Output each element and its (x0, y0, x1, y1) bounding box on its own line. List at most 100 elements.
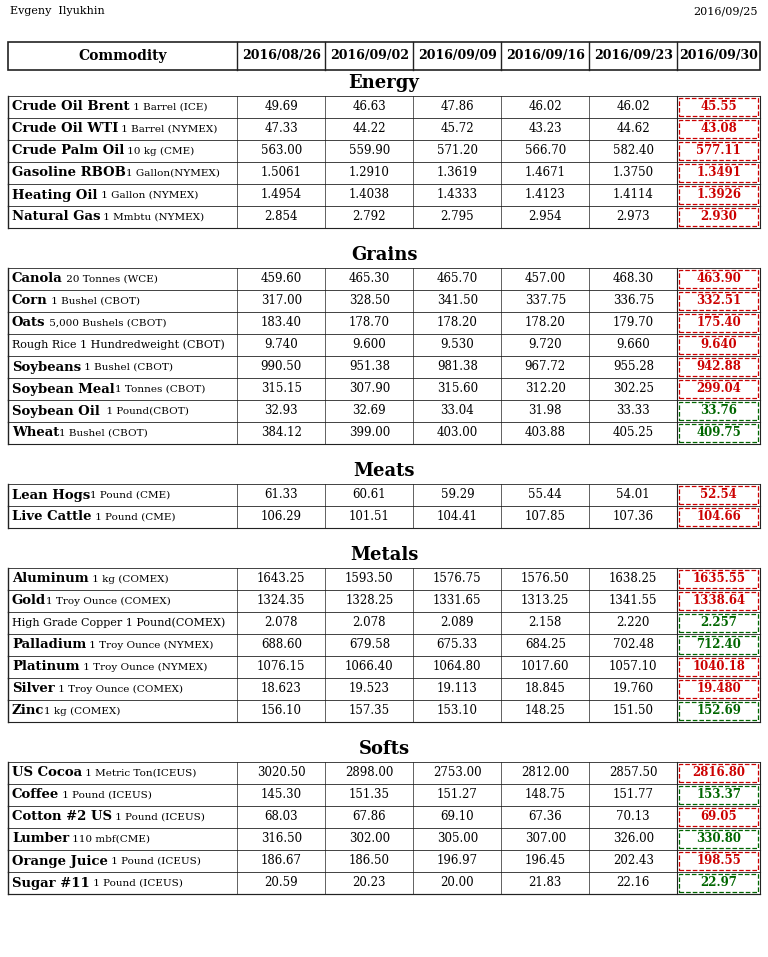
Text: 1.5061: 1.5061 (261, 167, 302, 180)
Text: 152.69: 152.69 (697, 704, 741, 718)
Text: 1338.64: 1338.64 (692, 594, 745, 608)
Text: 981.38: 981.38 (437, 361, 478, 373)
Bar (8, 784, 677, 806)
Text: Crude Oil WTI: Crude Oil WTI (12, 122, 118, 136)
Text: 341.50: 341.50 (437, 295, 478, 307)
Text: High Grade Copper 1 Pound(COMEX): High Grade Copper 1 Pound(COMEX) (12, 617, 225, 629)
Bar (8, 268, 677, 290)
Text: 104.41: 104.41 (437, 510, 478, 523)
Text: 1 Troy Ounce (NYMEX): 1 Troy Ounce (NYMEX) (80, 662, 207, 672)
Bar (679, 380, 758, 398)
Text: 18.845: 18.845 (525, 682, 566, 696)
Bar (8, 506, 677, 528)
Text: 2016/09/02: 2016/09/02 (329, 50, 409, 62)
Text: 712.40: 712.40 (697, 638, 741, 652)
Text: 69.05: 69.05 (700, 811, 737, 824)
Text: 156.10: 156.10 (261, 704, 302, 718)
Text: Lumber: Lumber (12, 833, 69, 845)
Text: 942.88: 942.88 (697, 361, 741, 373)
Text: 1.3926: 1.3926 (696, 189, 741, 202)
Text: 22.16: 22.16 (617, 877, 650, 889)
Text: Gold: Gold (12, 594, 46, 608)
Text: 409.75: 409.75 (697, 427, 741, 439)
Text: 2016/08/26: 2016/08/26 (242, 50, 321, 62)
Bar (679, 592, 758, 610)
Bar (679, 614, 758, 632)
Text: 468.30: 468.30 (613, 273, 654, 285)
Text: 675.33: 675.33 (437, 638, 478, 652)
Text: 315.60: 315.60 (437, 383, 478, 395)
Text: 1.4114: 1.4114 (613, 189, 654, 202)
Text: 1576.75: 1576.75 (433, 572, 482, 586)
Text: Sugar #11: Sugar #11 (12, 877, 90, 889)
Text: 22.97: 22.97 (700, 877, 737, 889)
Bar (679, 852, 758, 870)
Text: 684.25: 684.25 (525, 638, 566, 652)
Text: 47.33: 47.33 (264, 122, 298, 136)
Bar (8, 290, 677, 312)
Text: 60.61: 60.61 (353, 488, 386, 501)
Text: 316.50: 316.50 (261, 833, 302, 845)
Bar (679, 874, 758, 892)
Text: 1.4038: 1.4038 (349, 189, 390, 202)
Text: 2.930: 2.930 (700, 211, 737, 224)
Text: 32.93: 32.93 (264, 405, 298, 417)
Bar (8, 828, 677, 850)
Bar (679, 680, 758, 698)
Text: 1 Bushel (CBOT): 1 Bushel (CBOT) (81, 363, 173, 371)
Bar (679, 270, 758, 288)
Bar (8, 568, 677, 590)
Text: 1076.15: 1076.15 (257, 660, 306, 674)
Text: 1643.25: 1643.25 (257, 572, 306, 586)
Text: 54.01: 54.01 (617, 488, 650, 501)
Text: 110 mbf(CME): 110 mbf(CME) (69, 835, 151, 843)
Text: 2.854: 2.854 (265, 211, 298, 224)
Text: 315.15: 315.15 (261, 383, 302, 395)
Text: 69.10: 69.10 (441, 811, 474, 824)
Text: 9.600: 9.600 (353, 339, 386, 351)
Bar (679, 636, 758, 654)
Text: 1.4123: 1.4123 (525, 189, 566, 202)
Text: 198.55: 198.55 (697, 855, 741, 867)
Text: 44.62: 44.62 (617, 122, 650, 136)
Bar (679, 120, 758, 138)
Text: 52.54: 52.54 (700, 488, 737, 501)
Text: Soybean Meal: Soybean Meal (12, 383, 114, 395)
Text: 463.90: 463.90 (697, 273, 741, 285)
Text: Wheat: Wheat (12, 427, 59, 439)
Text: 1 Bushel (CBOT): 1 Bushel (CBOT) (48, 297, 140, 305)
Text: 1.2910: 1.2910 (349, 167, 390, 180)
Text: Grains: Grains (351, 246, 417, 264)
Text: 330.80: 330.80 (696, 833, 741, 845)
Text: 1057.10: 1057.10 (609, 660, 657, 674)
Bar (679, 830, 758, 848)
Bar (8, 312, 677, 334)
Text: 179.70: 179.70 (613, 317, 654, 329)
Text: 1 Metric Ton(ICEUS): 1 Metric Ton(ICEUS) (82, 768, 197, 777)
Text: 1 kg (COMEX): 1 kg (COMEX) (45, 706, 121, 716)
Text: Live Cattle: Live Cattle (12, 510, 91, 523)
Text: 1 Pound (ICEUS): 1 Pound (ICEUS) (90, 879, 183, 887)
Text: Gasoline RBOB: Gasoline RBOB (12, 167, 126, 180)
Text: 68.03: 68.03 (264, 811, 298, 824)
Text: 1341.55: 1341.55 (609, 594, 657, 608)
Text: 299.04: 299.04 (697, 383, 741, 395)
Text: 20.59: 20.59 (264, 877, 298, 889)
Text: 951.38: 951.38 (349, 361, 390, 373)
Text: 336.75: 336.75 (613, 295, 654, 307)
Bar (679, 702, 758, 720)
Text: 1017.60: 1017.60 (521, 660, 570, 674)
Text: 1 Troy Ounce (NYMEX): 1 Troy Ounce (NYMEX) (86, 640, 214, 650)
Text: 9.640: 9.640 (700, 339, 737, 351)
Text: 9.740: 9.740 (264, 339, 298, 351)
Bar (679, 424, 758, 442)
Bar (8, 678, 677, 700)
Text: Heating Oil: Heating Oil (12, 189, 98, 202)
Text: US Cocoa: US Cocoa (12, 767, 82, 780)
Text: 5,000 Bushels (CBOT): 5,000 Bushels (CBOT) (45, 319, 166, 327)
Text: 459.60: 459.60 (260, 273, 302, 285)
Bar (679, 336, 758, 354)
Text: 2.220: 2.220 (617, 616, 650, 630)
Text: 1 Barrel (NYMEX): 1 Barrel (NYMEX) (118, 124, 218, 133)
Text: 21.83: 21.83 (528, 877, 562, 889)
